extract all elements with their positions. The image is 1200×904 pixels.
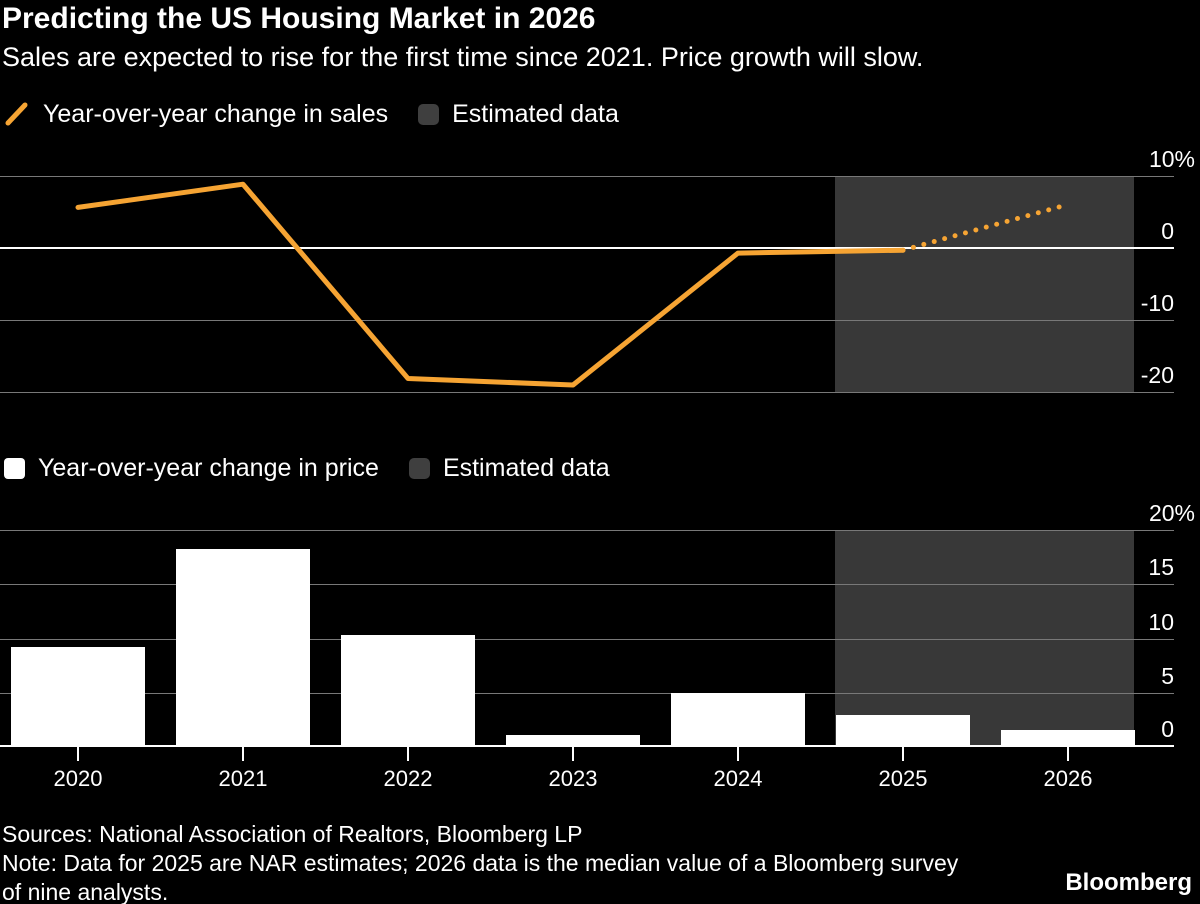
legend-label: Estimated data (452, 99, 619, 128)
legend-price: Year-over-year change in price Estimated… (4, 453, 610, 483)
zero-line (0, 247, 1174, 249)
footer-sources: Sources: National Association of Realtor… (2, 821, 583, 847)
price-bar (176, 549, 310, 745)
gridline (0, 584, 1174, 585)
x-axis-label: 2026 (1043, 766, 1093, 791)
footer: Sources: National Association of Realtor… (2, 820, 958, 904)
y-axis-label: -10 (1140, 290, 1174, 316)
y-axis-label: 10 (1148, 609, 1174, 635)
y-axis-label: 15 (1148, 554, 1174, 580)
line-swatch-icon (5, 102, 28, 126)
y-axis-label: 0 (1161, 716, 1174, 742)
x-axis-label: 2020 (53, 766, 103, 791)
y-axis-label: 5 (1161, 663, 1174, 689)
y-axis-label: 0 (1161, 218, 1174, 244)
bar-swatch-icon (4, 457, 25, 479)
sales-line (75, 181, 906, 388)
footer-note: Note: Data for 2025 are NAR estimates; 2… (2, 850, 959, 876)
page-title: Predicting the US Housing Market in 2026 (2, 2, 596, 35)
y-axis-label: -20 (1140, 362, 1174, 388)
bloomberg-logo: Bloomberg (1065, 869, 1192, 896)
estimated-region (835, 530, 1134, 747)
legend-label: Year-over-year change in sales (43, 99, 389, 128)
legend-label: Estimated data (442, 453, 610, 482)
x-axis-tick (242, 747, 244, 761)
price-chart: 2020 2021 2022 2023 2024 2025 2026 20% 1… (0, 500, 1200, 805)
legend-label: Year-over-year change in price (38, 453, 379, 482)
gridline (0, 392, 1174, 393)
x-axis-tick (1067, 747, 1069, 761)
x-axis-label: 2025 (878, 766, 928, 791)
x-axis-tick (902, 747, 904, 761)
price-bar (11, 647, 145, 745)
price-bar (341, 635, 475, 745)
price-bar (1001, 730, 1135, 745)
legend-item-estimated: Estimated data (418, 100, 619, 129)
gridline (0, 176, 1174, 177)
estimated-region (835, 176, 1134, 393)
x-axis-label: 2022 (383, 766, 433, 791)
legend-item-price: Year-over-year change in price (4, 454, 379, 483)
x-axis-tick (77, 747, 79, 761)
y-axis-label: 10% (1148, 146, 1195, 172)
x-axis-label: 2021 (218, 766, 268, 791)
price-bar (671, 693, 805, 745)
price-bar (506, 735, 640, 745)
legend-sales: Year-over-year change in sales Estimated… (4, 99, 619, 129)
footer-note: of nine analysts. (2, 879, 169, 904)
price-bar (836, 715, 970, 745)
x-axis-tick (737, 747, 739, 761)
baseline (0, 745, 1174, 747)
estimated-swatch-icon (408, 457, 430, 479)
sales-line-dotted (900, 202, 1071, 253)
legend-item-sales: Year-over-year change in sales (4, 100, 388, 129)
gridline (0, 320, 1174, 321)
page-subtitle: Sales are expected to rise for the first… (2, 42, 924, 72)
gridline (0, 693, 1174, 694)
gridline (0, 530, 1174, 531)
gridline (0, 639, 1174, 640)
sales-line-svg (75, 181, 1071, 388)
x-axis-label: 2023 (548, 766, 598, 791)
legend-item-estimated: Estimated data (408, 453, 610, 483)
x-axis-label: 2024 (713, 766, 763, 791)
y-axis-label: 20% (1148, 500, 1195, 526)
sales-chart: 10% 0 -10 -20 (0, 145, 1200, 405)
estimated-swatch-icon (418, 103, 440, 125)
x-axis-tick (572, 747, 574, 761)
x-axis-tick (407, 747, 409, 761)
